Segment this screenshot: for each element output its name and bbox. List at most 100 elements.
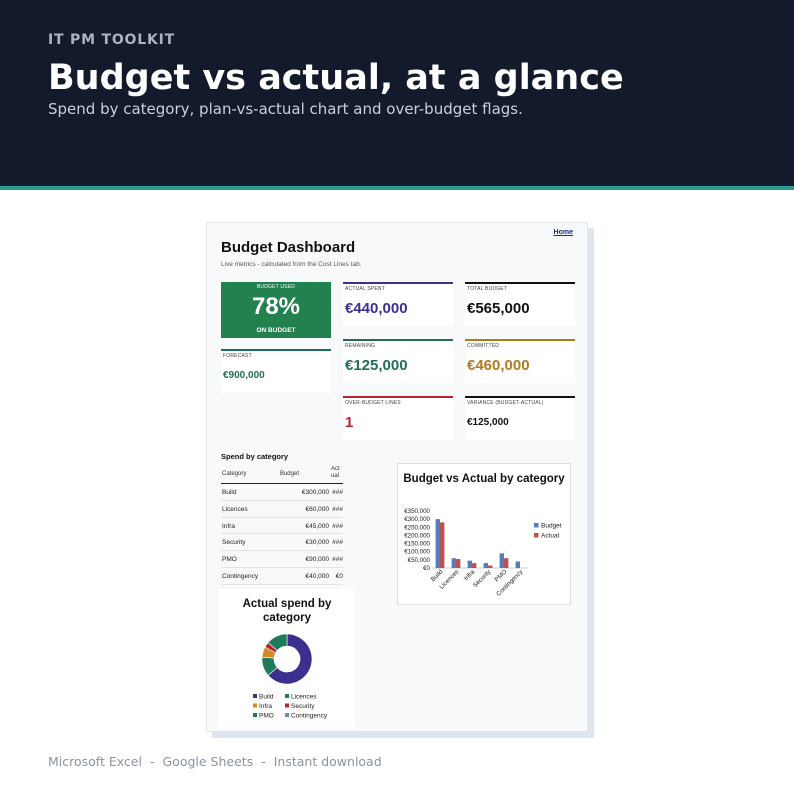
table-header: Category Budget Act ual: [221, 465, 343, 484]
cell-category: Infra: [222, 522, 236, 530]
legend-swatch: [253, 713, 257, 717]
cell-budget: €45,000: [305, 522, 330, 530]
dashboard-title: Budget Dashboard: [221, 239, 356, 256]
card-label: TOTAL BUDGET: [467, 286, 508, 292]
card-label: OVER-BUDGET LINES: [345, 400, 401, 406]
budget-used-card: BUDGET USED 78% ON BUDGET: [221, 282, 331, 338]
cell-category: Licences: [222, 505, 248, 513]
bar-actual: [504, 558, 509, 568]
card-value: €460,000: [467, 357, 530, 374]
variance-card: VARIANCE (BUDGET-ACTUAL) €125,000: [465, 396, 575, 440]
legend-label: Licences: [291, 694, 317, 701]
card-label: VARIANCE (BUDGET-ACTUAL): [467, 400, 544, 406]
legend-label: Infra: [259, 703, 272, 710]
slice-build: [267, 633, 313, 685]
y-tick-label: €50,000: [408, 557, 431, 564]
table-row[interactable]: Contingency €40,000 €0: [221, 568, 343, 585]
cell-actual: ###: [332, 522, 343, 530]
card-value: €440,000: [345, 300, 408, 317]
bar-budget: [499, 553, 504, 568]
cell-category: Build: [222, 489, 237, 496]
cell-budget: €60,000: [305, 505, 330, 513]
legend-swatch: [253, 694, 257, 698]
card-value: 1: [345, 414, 354, 431]
eyebrow-label: IT PM TOOLKIT: [48, 32, 175, 48]
table-row[interactable]: Build €300,000 ###: [221, 484, 343, 501]
committed-card: COMMITTED €460,000: [465, 339, 575, 383]
table-row[interactable]: Security €30,000 ###: [221, 534, 343, 552]
footer-separator: -: [261, 754, 266, 769]
dashboard-sheet: Home Budget Dashboard Live metrics - cal…: [206, 222, 588, 732]
cell-actual: ###: [332, 556, 343, 564]
cell-budget: €40,000: [305, 572, 330, 580]
table-row[interactable]: Infra €45,000 ###: [221, 518, 343, 535]
bar-chart-title: Budget vs Actual by category: [403, 473, 565, 485]
card-label: COMMITTED: [467, 343, 500, 349]
legend-label: Security: [291, 703, 315, 710]
bar-budget: [467, 560, 472, 568]
y-tick-label: €250,000: [404, 524, 430, 531]
bar-actual: [456, 559, 461, 568]
table-row[interactable]: PMO €90,000 ###: [221, 551, 343, 568]
budget-used-label: BUDGET USED: [256, 284, 296, 290]
hero-title: Budget vs actual, at a glance: [48, 58, 624, 98]
legend-swatch: [534, 523, 539, 528]
actual-spend-chart[interactable]: Actual spend by category Build Licences In…: [219, 589, 355, 729]
cell-actual: ###: [332, 539, 343, 547]
table-row[interactable]: Licences €60,000 ###: [221, 501, 343, 518]
cell-category: Security: [222, 539, 246, 547]
legend-swatch: [285, 703, 289, 708]
hero-banner: IT PM TOOLKIT Budget vs actual, at a gla…: [0, 0, 794, 186]
bar-actual: [488, 565, 493, 568]
cell-actual: €0: [335, 572, 343, 580]
bar-budget: [435, 519, 440, 568]
total-budget-card: TOTAL BUDGET €565,000: [465, 282, 575, 326]
legend-label: Budget: [541, 523, 562, 530]
bar-actual: [440, 522, 445, 568]
donut-chart-svg: Build Licences Infra Security PMO Contingency: [253, 633, 328, 720]
cell-budget: €30,000: [305, 539, 330, 547]
budget-used-value: 78%: [251, 293, 301, 320]
card-label: FORECAST: [223, 353, 252, 359]
y-tick-label: €0: [423, 565, 430, 572]
legend-swatch: [285, 694, 289, 698]
card-label: ACTUAL SPENT: [345, 286, 386, 292]
budget-vs-actual-chart[interactable]: Budget vs Actual by category €0 €50,000 €1…: [397, 463, 571, 605]
card-value: €900,000: [223, 370, 265, 381]
forecast-card: FORECAST €900,000: [221, 349, 331, 393]
y-tick-label: €350,000: [404, 508, 430, 515]
accent-divider: [0, 186, 794, 190]
home-link[interactable]: Home: [553, 229, 573, 236]
spend-table: Category Budget Act ual Build €300,000 #…: [221, 465, 343, 585]
legend-swatch: [285, 713, 289, 717]
card-value: €125,000: [345, 357, 408, 374]
bar-budget: [451, 558, 456, 568]
footer-item: Google Sheets: [162, 754, 254, 769]
cell-actual: ###: [332, 505, 343, 513]
slice-pmo: [267, 633, 288, 651]
cell-category: Contingency: [222, 572, 259, 580]
cell-budget: €90,000: [305, 556, 330, 564]
card-value: €125,000: [467, 417, 509, 428]
footer: Microsoft Excel - Google Sheets - Instant do…: [48, 754, 382, 769]
legend-swatch: [534, 533, 539, 538]
actual-spent-card: ACTUAL SPENT €440,000: [343, 282, 453, 326]
cell-actual: ###: [332, 489, 343, 496]
legend-label: Actual: [541, 533, 560, 540]
hero-subtitle: Spend by category, plan-vs-actual chart …: [48, 100, 523, 118]
footer-item: Instant download: [273, 754, 382, 769]
dashboard-subtitle: Live metrics - calculated from the Cost …: [221, 261, 362, 268]
cell-budget: €300,000: [301, 489, 329, 496]
y-tick-label: €300,000: [404, 516, 430, 523]
over-budget-lines-card: OVER-BUDGET LINES 1: [343, 396, 453, 440]
footer-item: Microsoft Excel: [48, 754, 142, 769]
legend-swatch: [253, 703, 257, 708]
card-label: REMAINING: [345, 343, 376, 349]
card-value: €565,000: [467, 300, 530, 317]
bar-budget: [515, 561, 520, 568]
header-budget: Budget: [279, 471, 299, 477]
spend-table-title: Spend by category: [221, 452, 289, 461]
bar-budget: [483, 563, 488, 568]
y-tick-label: €150,000: [404, 541, 430, 548]
legend-label: PMO: [259, 713, 274, 720]
